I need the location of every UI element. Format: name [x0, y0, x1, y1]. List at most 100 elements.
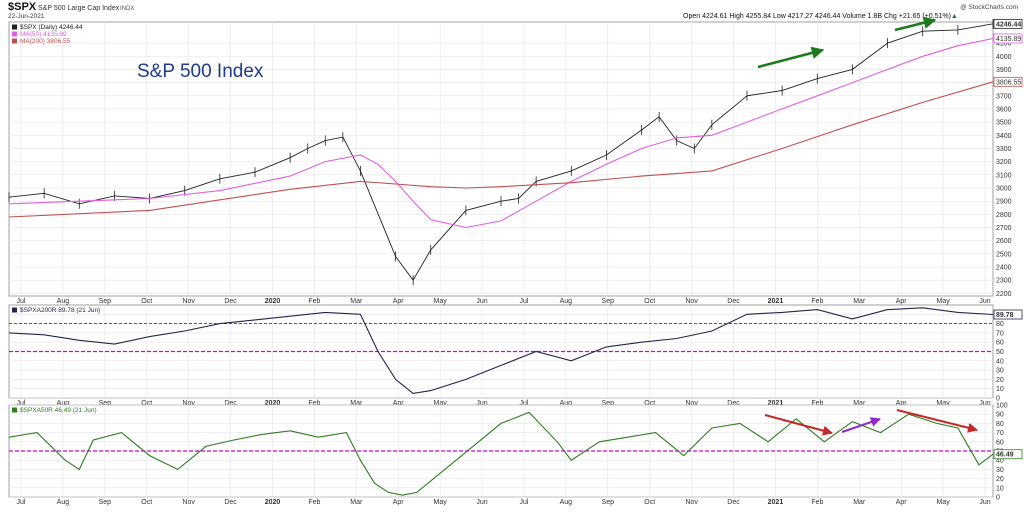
purple-trend-arrow — [841, 417, 881, 433]
y-tick-label: 3300 — [996, 146, 1012, 153]
last-value-label: 3806.55 — [996, 79, 1021, 86]
x-tick-label: Nov — [685, 400, 698, 407]
x-tick-label: 2021 — [768, 499, 784, 506]
y-tick-label: 2300 — [996, 278, 1012, 285]
exchange: INDX — [120, 6, 134, 12]
x-tick-label: 2020 — [265, 298, 281, 305]
y-tick-label: 0 — [996, 396, 1000, 403]
y-tick-label: 2500 — [996, 251, 1012, 258]
x-tick-label: Jul — [17, 400, 26, 407]
y-tick-label: 10 — [996, 485, 1004, 492]
x-tick-label: Apr — [393, 298, 405, 305]
x-tick-label: Jun — [476, 499, 487, 506]
series-line--spxa50r — [8, 411, 994, 496]
x-tick-label: Jun — [979, 400, 990, 407]
x-tick-label: Dec — [224, 499, 237, 506]
x-tick-label: Jun — [476, 298, 487, 305]
x-tick-label: Aug — [560, 298, 573, 305]
x-tick-label: Mar — [853, 298, 866, 305]
x-tick-label: Sep — [602, 298, 615, 305]
legend-entry: $SPXA50R 46.49 (21 Jun) — [20, 407, 97, 414]
x-tick-label: Apr — [896, 499, 908, 506]
red-trend-arrow-2 — [896, 409, 978, 433]
y-tick-label: 3400 — [996, 133, 1012, 140]
y-tick-label: 10 — [996, 386, 1004, 393]
y-tick-label: 80 — [996, 321, 1004, 328]
y-tick-label: 2900 — [996, 199, 1012, 206]
x-tick-label: Jul — [17, 499, 26, 506]
y-tick-label: 3100 — [996, 172, 1012, 179]
x-tick-label: Sep — [602, 499, 615, 506]
last-value-label: 46.49 — [996, 452, 1014, 459]
red-trend-arrow-1 — [764, 414, 833, 436]
x-tick-label: Oct — [644, 298, 655, 305]
breadth-200-panel: 0102030405060708090$SPXA200R 89.78 (21 J… — [8, 304, 1023, 407]
legend-swatch — [12, 31, 17, 37]
x-tick-label: Aug — [560, 400, 573, 407]
last-value-label: 4135.89 — [996, 36, 1021, 43]
x-tick-label: Nov — [685, 499, 698, 506]
y-tick-label: 20 — [996, 476, 1004, 483]
x-tick-label: May — [936, 298, 950, 305]
x-tick-label: Nov — [182, 499, 195, 506]
y-tick-label: 3200 — [996, 159, 1012, 166]
last-value-box — [993, 33, 1023, 44]
green-trend-arrow-2 — [894, 16, 937, 32]
x-tick-label: Aug — [57, 400, 70, 407]
y-tick-label: 4100 — [996, 41, 1012, 48]
x-tick-label: Oct — [141, 400, 152, 407]
breadth-50-panel: 0102030405060708090100$SPXA50R 46.49 (21… — [8, 403, 1023, 506]
x-tick-label: Jul — [519, 298, 528, 305]
x-tick-label: Nov — [182, 298, 195, 305]
y-tick-label: 90 — [996, 412, 1004, 419]
x-tick-label: Mar — [350, 298, 363, 305]
x-tick-label: Apr — [393, 499, 405, 506]
last-value-label: 4246.44 — [996, 21, 1021, 28]
legend-swatch — [12, 307, 17, 313]
x-tick-label: Sep — [602, 400, 615, 407]
y-tick-label: 3000 — [996, 185, 1012, 192]
x-tick-label: Jul — [519, 400, 528, 407]
x-tick-label: Dec — [727, 298, 740, 305]
x-tick-label: Sep — [99, 400, 112, 407]
x-tick-label: Apr — [896, 400, 908, 407]
x-tick-label: Feb — [811, 499, 823, 506]
y-tick-label: 3700 — [996, 93, 1012, 100]
x-tick-label: May — [434, 298, 448, 305]
x-tick-label: Aug — [57, 298, 70, 305]
x-tick-label: Feb — [308, 499, 320, 506]
legend-entry: MA(50) 4135.89 — [20, 31, 67, 38]
y-tick-label: 60 — [996, 439, 1004, 446]
price-panel: 2200 2300 2400 2500 2600 2700 2800 2900 3000 3100… — [8, 18, 1023, 305]
x-tick-label: Mar — [350, 499, 363, 506]
x-tick-label: Dec — [727, 499, 740, 506]
x-tick-label: 2020 — [265, 400, 281, 407]
y-tick-label: 2800 — [996, 212, 1012, 219]
y-tick-label: 40 — [996, 458, 1004, 465]
x-tick-label: Feb — [811, 298, 823, 305]
last-value-box — [993, 18, 1023, 29]
y-tick-label: 30 — [996, 467, 1004, 474]
y-tick-label: 0 — [996, 495, 1000, 502]
y-tick-label: 2700 — [996, 225, 1012, 232]
y-tick-label: 2600 — [996, 238, 1012, 245]
x-tick-label: Mar — [853, 400, 866, 407]
legend-entry: $SPX (Daily) 4246.44 — [20, 24, 83, 31]
symbol: $SPX — [8, 1, 37, 13]
x-tick-label: Feb — [308, 400, 320, 407]
x-tick-label: Oct — [141, 298, 152, 305]
legend-swatch — [12, 38, 17, 44]
y-tick-label: 20 — [996, 377, 1004, 384]
y-tick-label: 70 — [996, 330, 1004, 337]
chart-title: S&P 500 Index — [137, 61, 264, 82]
x-tick-label: Apr — [393, 400, 405, 407]
y-tick-label: 3500 — [996, 120, 1012, 127]
x-tick-label: Oct — [644, 499, 655, 506]
y-tick-label: 3900 — [996, 67, 1012, 74]
legend-entry: $SPXA200R 89.78 (21 Jun) — [20, 307, 100, 314]
y-tick-label: 3600 — [996, 106, 1012, 113]
x-tick-label: Aug — [560, 499, 573, 506]
x-tick-label: Dec — [224, 298, 237, 305]
y-tick-label: 2400 — [996, 265, 1012, 272]
